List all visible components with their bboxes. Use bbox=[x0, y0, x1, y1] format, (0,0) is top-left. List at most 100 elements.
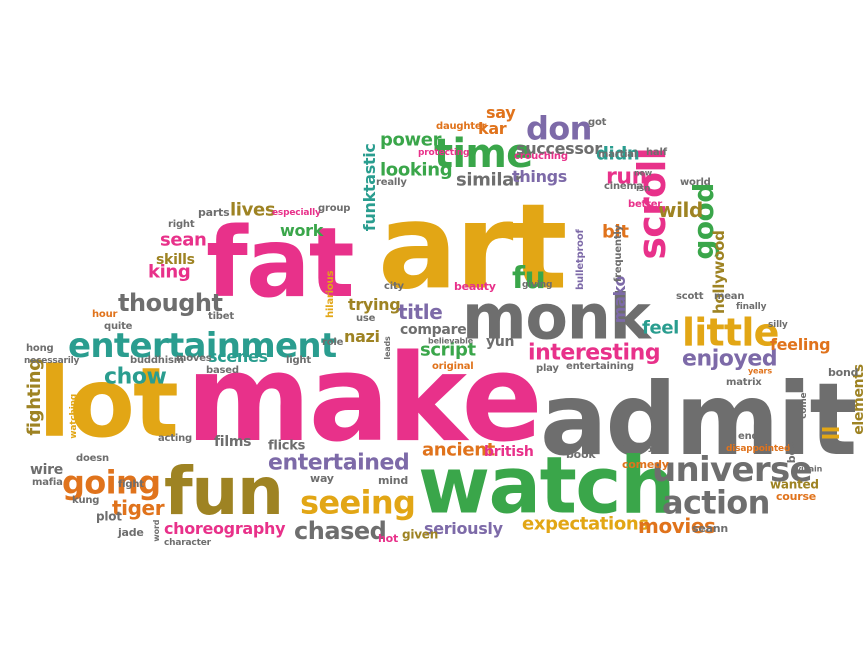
word-fat: fat bbox=[206, 207, 355, 320]
word-given: given bbox=[402, 527, 439, 542]
word-based: based bbox=[206, 365, 239, 376]
word-art: art bbox=[378, 177, 568, 316]
word-seeing: seeing bbox=[300, 483, 416, 522]
word-bond: bond bbox=[828, 366, 859, 380]
word-king: king bbox=[148, 261, 191, 283]
word-title: title bbox=[398, 300, 443, 324]
word-didn: didn bbox=[596, 143, 640, 165]
word-feel: feel bbox=[642, 317, 679, 339]
word-crouching: crouching bbox=[514, 151, 568, 162]
word-admit: admit bbox=[540, 361, 857, 478]
word-hilarious: hilarious bbox=[325, 270, 336, 318]
word-fu: fu bbox=[512, 261, 546, 296]
word-fight: fight bbox=[118, 479, 144, 490]
word-better: better bbox=[628, 199, 663, 210]
word-successor: successor bbox=[516, 139, 602, 159]
word-kar: kar bbox=[478, 119, 507, 139]
word-compare: compare bbox=[400, 321, 467, 338]
word-daughter: daughter bbox=[436, 121, 487, 132]
word-bulletproof: bulletproof bbox=[575, 229, 586, 290]
word-going: going bbox=[62, 463, 161, 502]
word-tiger: tiger bbox=[112, 496, 165, 520]
word-group: group bbox=[318, 203, 351, 214]
word-entertained: entertained bbox=[268, 450, 410, 476]
word-monk: monk bbox=[462, 280, 651, 354]
word-wanted: wanted bbox=[770, 477, 819, 492]
word-end: end bbox=[738, 431, 759, 442]
word-scott: scott bbox=[676, 291, 704, 302]
word-word: word bbox=[152, 519, 161, 542]
word-seriously: seriously bbox=[424, 519, 503, 539]
word-plot: plot bbox=[96, 509, 122, 524]
word-choreography: choreography bbox=[164, 519, 286, 539]
word-funny: funny bbox=[620, 440, 655, 454]
word-silly: silly bbox=[768, 319, 788, 330]
word-come: come bbox=[799, 392, 809, 419]
word-kung: kung bbox=[72, 495, 100, 506]
word-say: say bbox=[486, 103, 516, 123]
word-entertainment: entertainment bbox=[68, 325, 337, 366]
word-watching: watching bbox=[69, 393, 79, 439]
word-parts: parts bbox=[198, 206, 230, 220]
word-mako: mako bbox=[610, 275, 629, 324]
word-finally: finally bbox=[736, 301, 767, 312]
word-mafia: mafia bbox=[32, 477, 63, 488]
word-moves: moves bbox=[176, 353, 212, 364]
word-feeling: feeling bbox=[770, 335, 831, 355]
word-city: city bbox=[384, 281, 404, 292]
word-years: years bbox=[748, 366, 772, 376]
word-flicks: flicks bbox=[268, 438, 306, 454]
word-yun: yun bbox=[486, 333, 515, 350]
word-action: action bbox=[662, 483, 770, 522]
word-thought: thought bbox=[118, 288, 223, 317]
word-enjoyed: enjoyed bbox=[682, 346, 778, 372]
word-hour: hour bbox=[92, 309, 118, 320]
word-bit: bit bbox=[602, 221, 629, 243]
word-films: films bbox=[214, 433, 252, 450]
word-chow: chow bbox=[104, 364, 167, 390]
word-looking: looking bbox=[380, 159, 453, 181]
word-necessarily: necessarily bbox=[24, 355, 80, 366]
word-right: right bbox=[168, 219, 195, 230]
word-tibet: tibet bbox=[208, 311, 234, 322]
word-disappointed: disappointed bbox=[726, 443, 791, 454]
word-really: really bbox=[376, 177, 407, 188]
word-interesting: interesting bbox=[528, 340, 661, 366]
word-protecting: protecting bbox=[418, 147, 470, 158]
word-little: little bbox=[682, 310, 779, 355]
word-movies: movies bbox=[638, 514, 716, 538]
word-nazi: nazi bbox=[344, 327, 380, 347]
word-trying: trying bbox=[348, 295, 401, 315]
word-similar: similar bbox=[456, 169, 523, 191]
word-wire: wire bbox=[30, 461, 64, 478]
word-lot: lot bbox=[38, 347, 179, 460]
word-script: script bbox=[420, 339, 476, 361]
word-jade: jade bbox=[118, 526, 144, 540]
word-half: half bbox=[646, 147, 667, 158]
word-course: course bbox=[776, 490, 817, 504]
word-light: light bbox=[286, 355, 311, 366]
word-power: power bbox=[380, 129, 442, 151]
word-use: use bbox=[356, 313, 376, 324]
word-acting: acting bbox=[158, 433, 192, 444]
word-mind: mind bbox=[378, 474, 409, 488]
word-entertaining: entertaining bbox=[566, 361, 634, 372]
word-best: best bbox=[785, 436, 798, 464]
word-play: play bbox=[536, 363, 559, 374]
word-sean: sean bbox=[160, 229, 207, 251]
word-martial: martial bbox=[598, 149, 638, 160]
word-book: book bbox=[566, 448, 596, 462]
word-british: british bbox=[484, 443, 534, 460]
word-lives: lives bbox=[230, 199, 276, 221]
word-ancient: ancient bbox=[422, 439, 495, 461]
word-chased: chased bbox=[294, 516, 387, 545]
word-fighting: fighting bbox=[24, 358, 45, 436]
word-scenes: scenes bbox=[208, 347, 268, 367]
word-fun: fun bbox=[164, 453, 284, 531]
word-don: don bbox=[526, 109, 592, 148]
word-leads: leads bbox=[383, 336, 392, 360]
word-quite: quite bbox=[104, 321, 133, 332]
word-make: make bbox=[186, 330, 543, 469]
word-universe: universe bbox=[652, 449, 813, 490]
word-isn: isn bbox=[636, 183, 651, 194]
